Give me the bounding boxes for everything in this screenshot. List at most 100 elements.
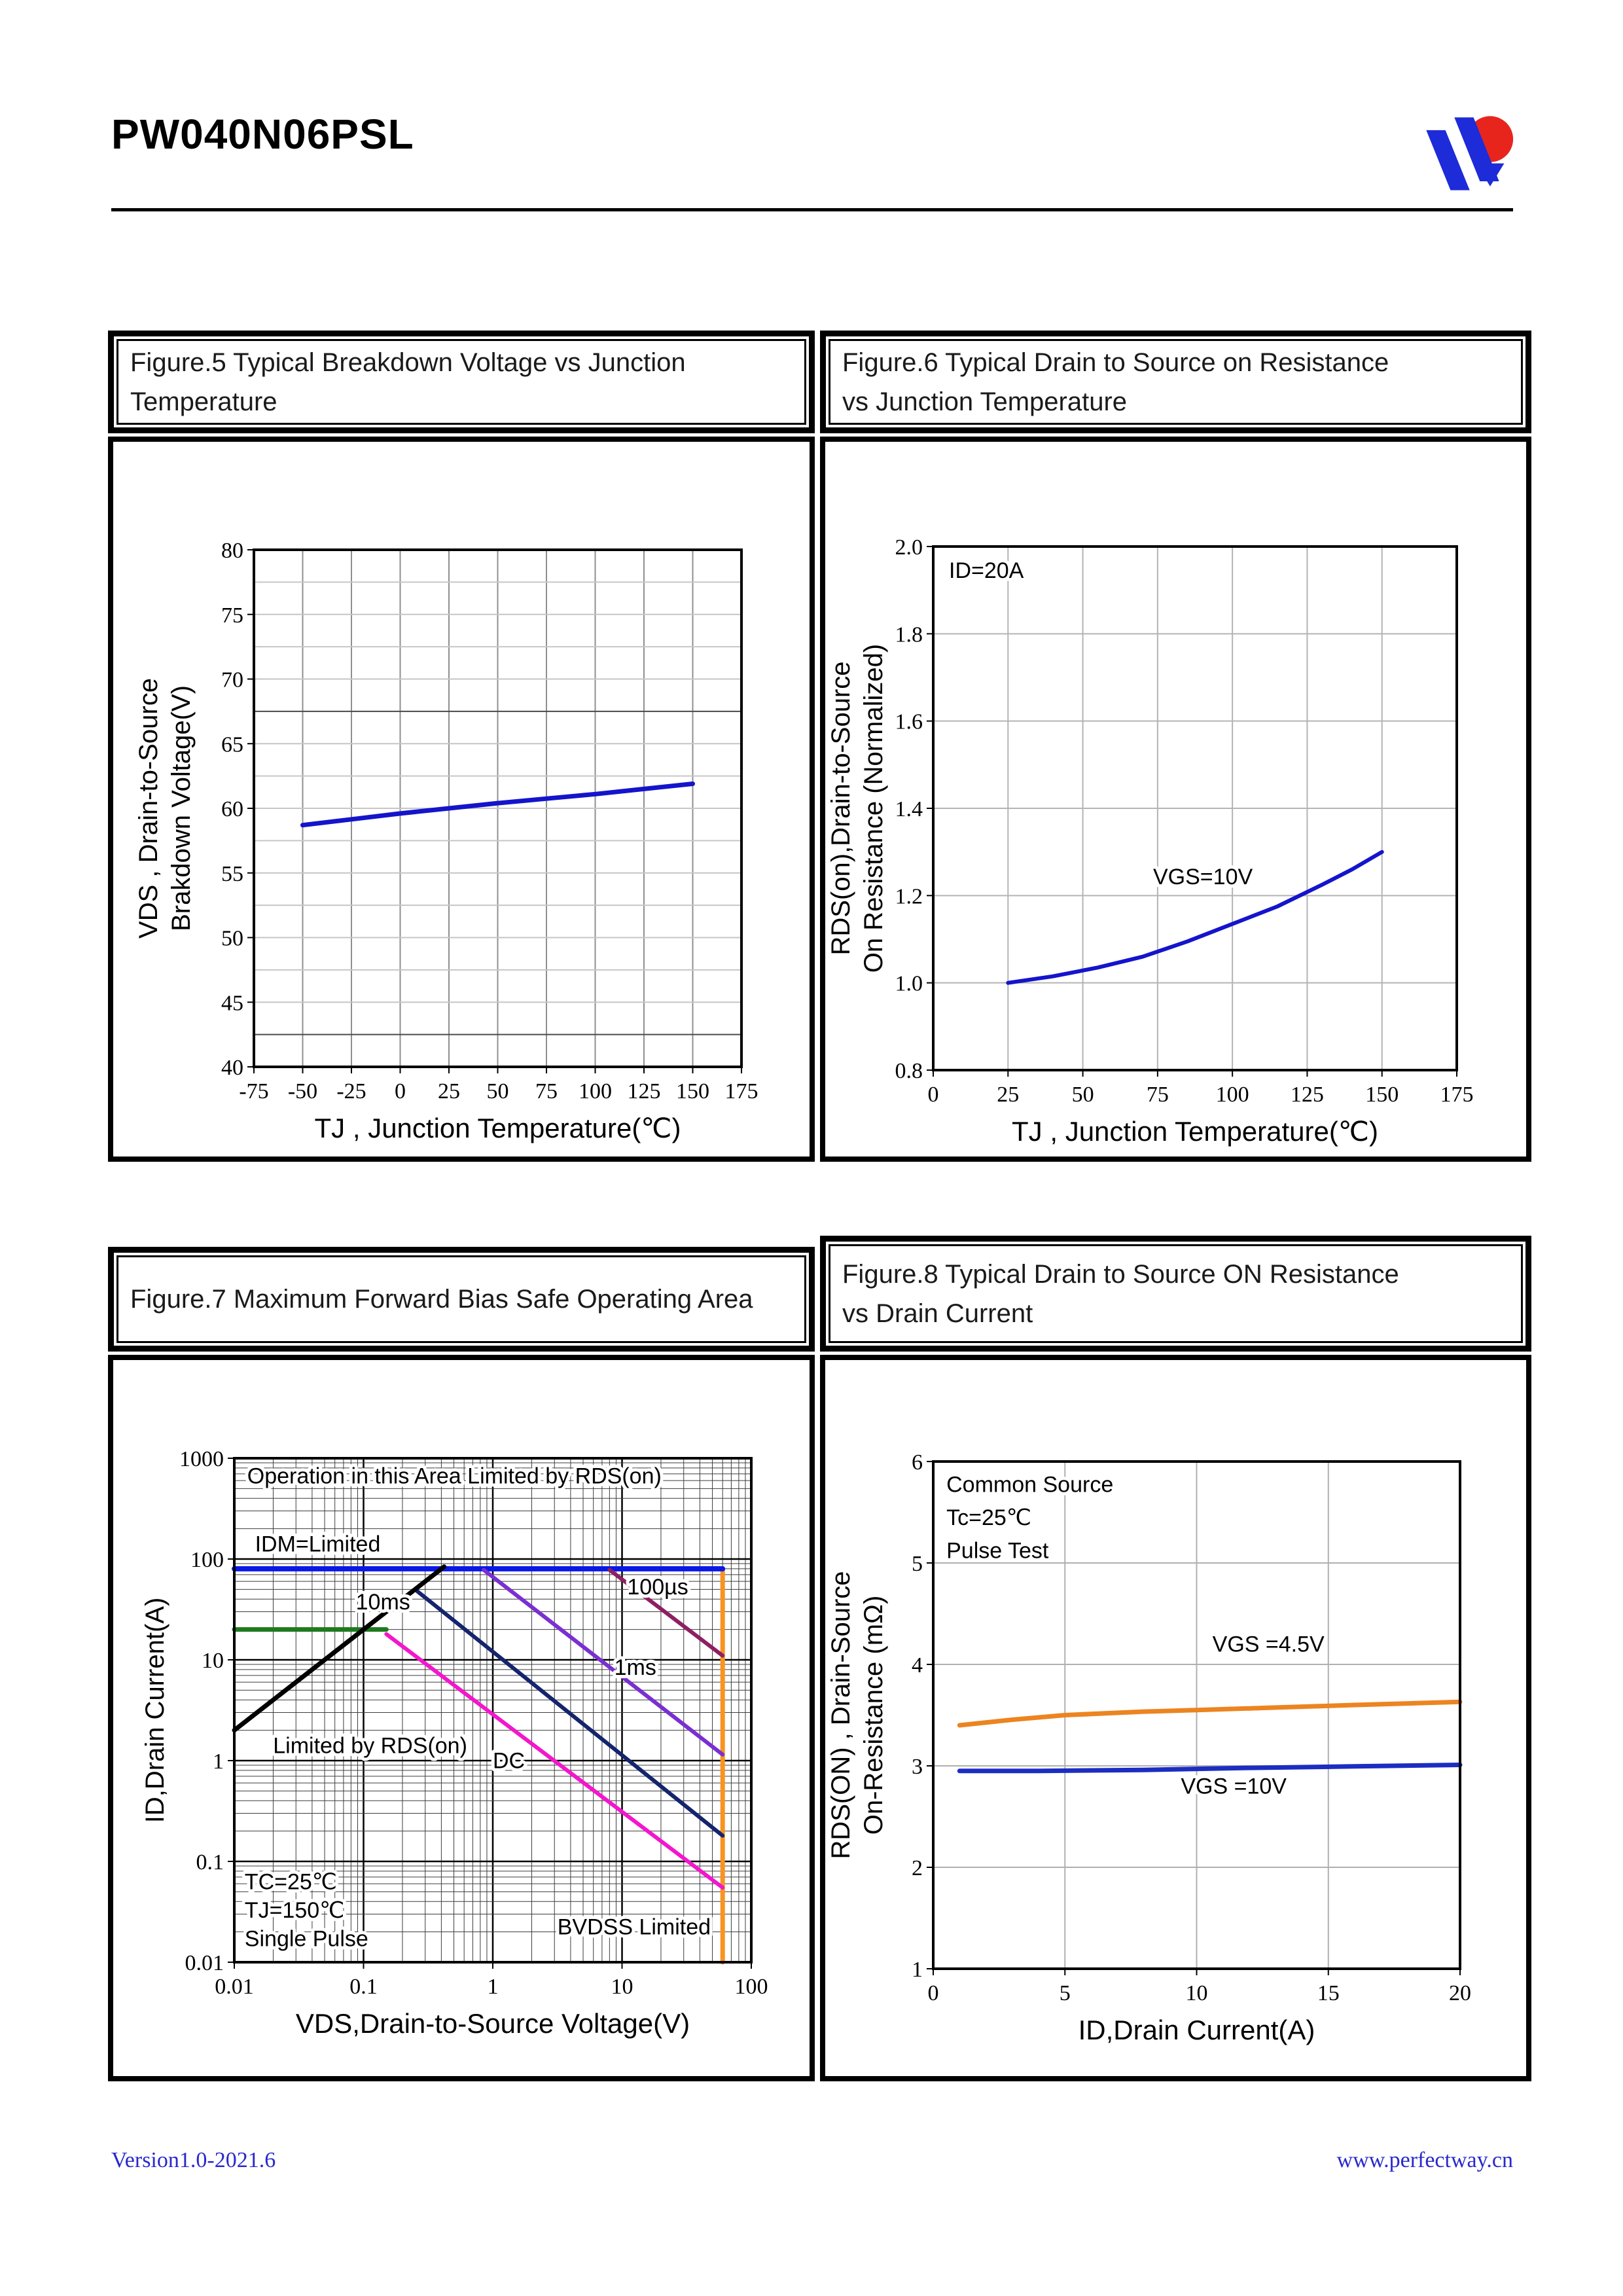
svg-text:50: 50 (487, 1079, 509, 1103)
figure6-title-line2: vs Junction Temperature (842, 387, 1128, 416)
svg-text:3: 3 (912, 1755, 923, 1779)
svg-text:VGS=10V: VGS=10V (1153, 865, 1253, 889)
svg-text:125: 125 (1291, 1083, 1324, 1107)
svg-text:1.8: 1.8 (895, 622, 923, 647)
figure7-title-box: Figure.7 Maximum Forward Bias Safe Opera… (108, 1247, 815, 1352)
footer-version: Version1.0-2021.6 (111, 2148, 276, 2172)
svg-text:VDS , Drain-to-Source: VDS , Drain-to-Source (134, 678, 163, 939)
svg-text:VGS =4.5V: VGS =4.5V (1213, 1632, 1325, 1657)
svg-text:ID,Drain Current(A): ID,Drain Current(A) (141, 1598, 169, 1823)
svg-text:TC=25℃: TC=25℃ (245, 1869, 337, 1894)
svg-text:175: 175 (1440, 1083, 1474, 1107)
svg-text:100µs: 100µs (627, 1575, 688, 1600)
svg-text:25: 25 (997, 1083, 1019, 1107)
svg-text:1ms: 1ms (615, 1655, 656, 1680)
svg-text:RDS(ON) , Drain-Source: RDS(ON) , Drain-Source (827, 1571, 855, 1859)
svg-text:VGS =10V: VGS =10V (1181, 1774, 1287, 1799)
svg-text:0: 0 (928, 1083, 939, 1107)
svg-text:Limited by RDS(on): Limited by RDS(on) (273, 1733, 467, 1758)
svg-text:0.8: 0.8 (895, 1059, 923, 1083)
svg-text:Pulse Test: Pulse Test (946, 1538, 1049, 1563)
figure7-title: Figure.7 Maximum Forward Bias Safe Opera… (116, 1255, 806, 1343)
figure6-rdson-vs-temperature-chart: 0 25 50 75 100 125 150 175 0.8 1.0 1.2 1.4 1.6 1.8 2.0… (827, 535, 1474, 1147)
svg-text:10: 10 (202, 1649, 224, 1673)
svg-text:125: 125 (628, 1079, 661, 1103)
svg-text:TJ , Junction Temperature(℃): TJ , Junction Temperature(℃) (1012, 1116, 1378, 1147)
figure5-title-line2: Temperature (130, 387, 277, 416)
svg-text:4: 4 (912, 1653, 923, 1677)
svg-text:175: 175 (725, 1079, 758, 1103)
figure8-title-line1: Figure.8 Typical Drain to Source ON Resi… (842, 1259, 1399, 1289)
svg-text:Brakdown Voltage(V): Brakdown Voltage(V) (167, 685, 196, 931)
svg-text:1: 1 (488, 1975, 499, 1999)
svg-text:75: 75 (535, 1079, 558, 1103)
svg-text:On Resistance (Normalized): On Resistance (Normalized) (859, 644, 888, 973)
svg-text:1: 1 (213, 1749, 224, 1774)
svg-text:Operation in this Area Limited: Operation in this Area Limited by RDS(on… (247, 1464, 662, 1489)
svg-text:0.01: 0.01 (215, 1975, 254, 1999)
svg-text:BVDSS Limited: BVDSS Limited (558, 1915, 711, 1940)
svg-text:5: 5 (1060, 1981, 1071, 2005)
svg-text:1.4: 1.4 (895, 797, 923, 821)
svg-text:-25: -25 (336, 1079, 366, 1103)
figure6-title-box: Figure.6 Typical Drain to Source on Resi… (820, 331, 1531, 433)
svg-text:ID=20A: ID=20A (949, 558, 1024, 583)
svg-text:10ms: 10ms (356, 1590, 410, 1615)
svg-text:100: 100 (579, 1079, 612, 1103)
svg-text:-75: -75 (239, 1079, 268, 1103)
svg-text:80: 80 (221, 539, 243, 563)
svg-text:25: 25 (438, 1079, 460, 1103)
svg-text:65: 65 (221, 732, 243, 757)
svg-text:1.2: 1.2 (895, 884, 923, 908)
svg-text:-50: -50 (288, 1079, 317, 1103)
svg-text:150: 150 (676, 1079, 709, 1103)
svg-text:Common Source: Common Source (946, 1473, 1113, 1498)
svg-text:45: 45 (221, 991, 243, 1015)
perfectway-logo-svg (1426, 116, 1514, 190)
figure5-title-line1: Figure.5 Typical Breakdown Voltage vs Ju… (130, 348, 686, 377)
svg-text:20: 20 (1449, 1981, 1471, 2005)
svg-text:15: 15 (1317, 1981, 1340, 2005)
figure6-chart-box: 0 25 50 75 100 125 150 175 0.8 1.0 1.2 1.4 1.6 1.8 2.0… (820, 437, 1531, 1162)
figure7-chart-box: 0.01 0.1 1 10 100 0.01 0.1 1 10 100 1000 VDS,Drain-… (108, 1355, 815, 2081)
figure8-chart-box: 0 5 10 15 20 1 2 3 4 5 6 ID,Drain Current(A) RDS(ON)… (820, 1355, 1531, 2081)
svg-text:TJ=150℃: TJ=150℃ (245, 1898, 345, 1923)
svg-text:DC: DC (493, 1749, 525, 1774)
figure8-rdson-vs-current-chart: 0 5 10 15 20 1 2 3 4 5 6 ID,Drain Current(A) RDS(ON)… (827, 1450, 1471, 2045)
svg-text:6: 6 (912, 1450, 923, 1475)
figure7-safe-operating-area-chart: 0.01 0.1 1 10 100 0.01 0.1 1 10 100 1000 VDS,Drain-… (141, 1447, 768, 2039)
svg-text:10: 10 (1186, 1981, 1208, 2005)
svg-text:ID,Drain Current(A): ID,Drain Current(A) (1079, 2015, 1315, 2045)
figure8-title-line2: vs Drain Current (842, 1299, 1033, 1328)
figure5-chart-box: -75 -50 -25 0 25 50 75 100 125 150 175 40 45 50 55 60 65… (108, 437, 815, 1162)
svg-text:60: 60 (221, 797, 243, 821)
figure8-title: Figure.8 Typical Drain to Source ON Resi… (829, 1244, 1523, 1343)
svg-text:0.1: 0.1 (196, 1850, 224, 1874)
svg-text:TJ , Junction Temperature(℃): TJ , Junction Temperature(℃) (315, 1113, 681, 1143)
footer-website-link[interactable]: www.perfectway.cn (1336, 2148, 1513, 2172)
svg-text:On-Resistance (mΩ): On-Resistance (mΩ) (859, 1596, 888, 1835)
svg-text:Single Pulse: Single Pulse (245, 1926, 368, 1951)
svg-text:0.01: 0.01 (185, 1951, 224, 1975)
svg-text:2.0: 2.0 (895, 535, 923, 560)
svg-text:1: 1 (912, 1958, 923, 1982)
svg-text:0: 0 (928, 1981, 939, 2005)
svg-text:2: 2 (912, 1856, 923, 1880)
svg-text:50: 50 (1072, 1083, 1094, 1107)
svg-text:70: 70 (221, 668, 243, 692)
svg-text:IDM=Limited: IDM=Limited (255, 1532, 381, 1556)
svg-text:Tc=25℃: Tc=25℃ (946, 1505, 1031, 1530)
figure5-breakdown-voltage-chart: -75 -50 -25 0 25 50 75 100 125 150 175 40 45 50 55 60 65… (134, 539, 758, 1143)
figure5-title-box: Figure.5 Typical Breakdown Voltage vs Ju… (108, 331, 815, 433)
svg-text:1000: 1000 (179, 1447, 224, 1471)
perfectway-logo-icon (1408, 99, 1517, 199)
figure7-title-line1: Figure.7 Maximum Forward Bias Safe Opera… (130, 1285, 753, 1314)
svg-text:VDS,Drain-to-Source Voltage(V): VDS,Drain-to-Source Voltage(V) (296, 2008, 690, 2039)
figure5-title: Figure.5 Typical Breakdown Voltage vs Ju… (116, 339, 806, 425)
svg-text:1.0: 1.0 (895, 972, 923, 996)
figure6-title: Figure.6 Typical Drain to Source on Resi… (829, 339, 1523, 425)
svg-text:1.6: 1.6 (895, 710, 923, 734)
figure6-title-line1: Figure.6 Typical Drain to Source on Resi… (842, 348, 1389, 377)
svg-text:150: 150 (1365, 1083, 1399, 1107)
svg-text:0: 0 (395, 1079, 406, 1103)
